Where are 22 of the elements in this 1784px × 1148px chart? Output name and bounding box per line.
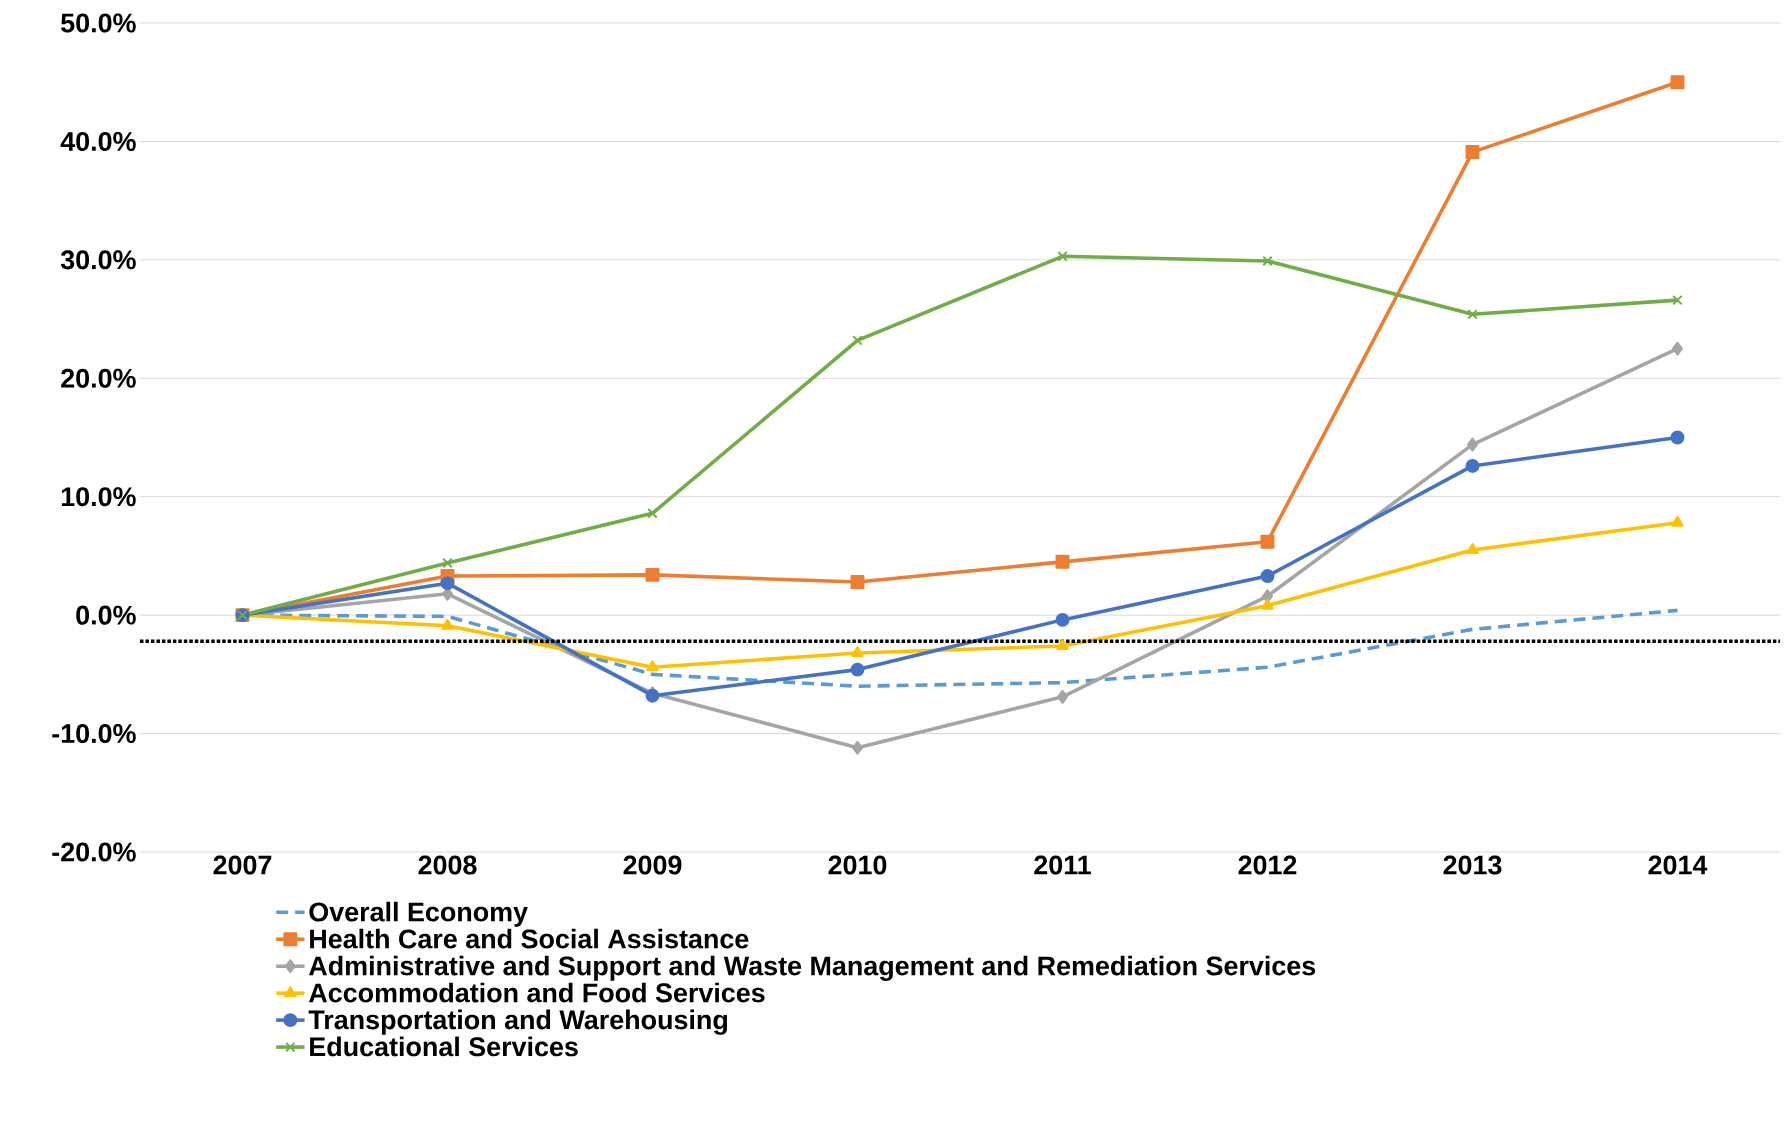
- y-tick-label: 40.0%: [60, 131, 136, 151]
- legend-label: Health Care and Social Assistance: [310, 928, 749, 949]
- y-tick-label: 30.0%: [60, 250, 136, 270]
- y-tick-label: 20.0%: [61, 368, 136, 388]
- legend-label: Overall Economy: [309, 901, 528, 927]
- legend-label: Accommodation and Food Services: [308, 982, 765, 1003]
- y-tick-label: 10.0%: [61, 487, 136, 507]
- x-tick-label: 2007: [213, 855, 272, 875]
- legend-label: Educational Services: [310, 1036, 578, 1057]
- x-tick-label: 2013: [1443, 855, 1502, 875]
- legend-label: Administrative and Support and Waste Management and Remediation Services: [308, 955, 1316, 981]
- x-tick-label: 2011: [1034, 855, 1091, 875]
- x-tick-label: 2012: [1238, 855, 1297, 875]
- x-tick-label: 2010: [828, 855, 887, 875]
- y-tick-label: -20.0%: [52, 842, 136, 862]
- legend-label: Transportation and Warehousing: [308, 1009, 728, 1035]
- x-tick-label: 2009: [623, 855, 682, 875]
- x-tick-label: 2014: [1648, 855, 1708, 875]
- y-tick-label: 0.0%: [76, 605, 136, 625]
- x-tick-label: 2008: [418, 855, 477, 875]
- y-tick-label: 50.0%: [61, 13, 136, 33]
- y-tick-label: -10.0%: [52, 724, 136, 744]
